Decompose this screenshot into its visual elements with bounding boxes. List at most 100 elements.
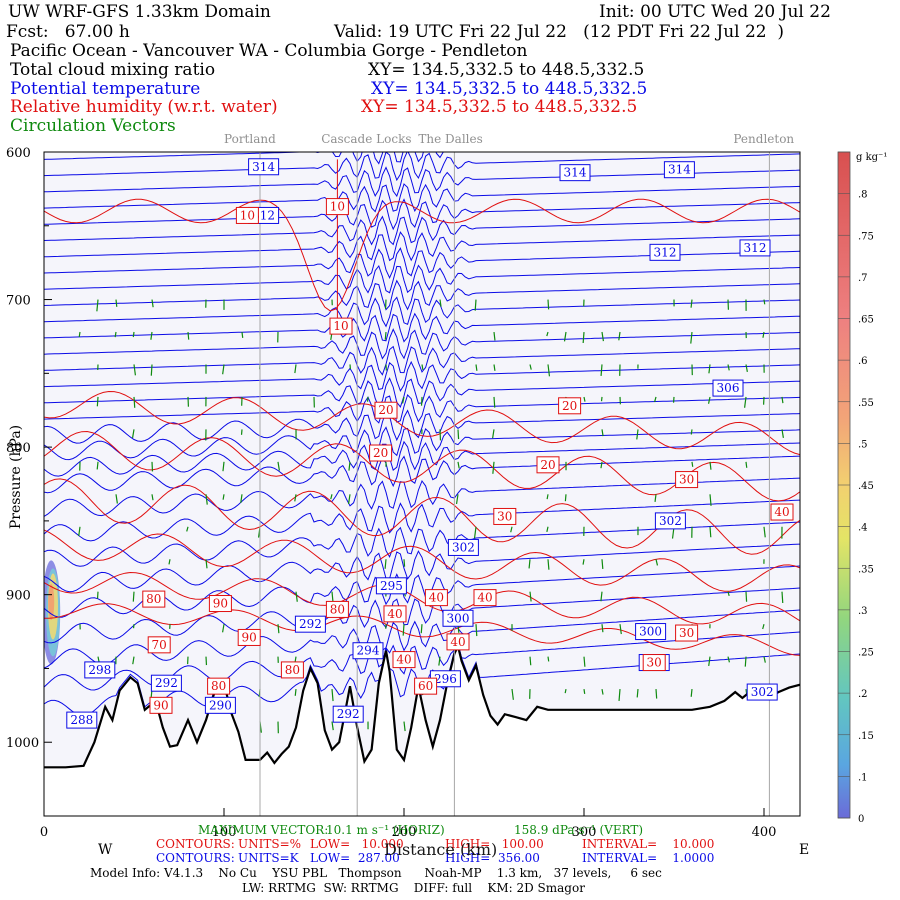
circulation-vector: [114, 331, 117, 338]
y-tick-label: 900: [6, 589, 31, 604]
theta-contour-label-box: [442, 609, 474, 627]
rh-contour-label-box: [473, 589, 497, 607]
rh-contour-label: 70: [152, 638, 167, 652]
circulation-vector: [763, 299, 766, 305]
circulation-vector: [601, 688, 604, 695]
rh-contour: [44, 571, 800, 625]
circulation-vector: [403, 721, 406, 732]
circulation-vector: [564, 688, 567, 694]
theta-contour-label: 294: [357, 644, 380, 658]
rh-contours-low: LOW= 10.000: [310, 837, 404, 851]
rh-contour-label: 60: [418, 679, 433, 693]
location-label-cascade-locks: Cascade Locks: [321, 132, 412, 146]
circulation-vector: [115, 494, 118, 504]
circulation-vector: [709, 461, 712, 470]
circulation-vector: [115, 299, 118, 307]
circulation-vector: [511, 689, 514, 700]
colorbar-label: .45: [858, 481, 874, 492]
rh-contour-label: 20: [562, 399, 577, 413]
cloud-patch-core: [48, 584, 55, 621]
circulation-vector: [547, 364, 551, 377]
circulation-vector: [295, 591, 298, 602]
circulation-vector: [547, 299, 550, 310]
circulation-vector: [600, 591, 603, 602]
circulation-vector: [421, 364, 424, 370]
theta-contour-label: 312: [654, 245, 677, 259]
circulation-vector: [205, 494, 208, 505]
circulation-vector: [654, 494, 657, 502]
circulation-vector: [601, 429, 604, 437]
rh-contour-label-box: [280, 661, 304, 679]
rh-contours-interval: INTERVAL= 10.000: [582, 837, 715, 851]
circulation-vector: [601, 624, 604, 633]
field-circulation-vectors: Circulation Vectors: [10, 116, 176, 136]
circulation-vector: [528, 559, 531, 569]
rh-contour-label: 10: [330, 200, 345, 214]
circulation-vector: [348, 461, 351, 471]
circulation-vector: [618, 689, 621, 701]
theta-isentrope: [44, 360, 800, 393]
circulation-vector: [583, 396, 586, 402]
circulation-vector: [384, 559, 387, 569]
model-info-physics: LW: RRTMG SW: RRTMG DIFF: full KM: 2D Sm…: [242, 881, 585, 895]
rh-contours-prefix: CONTOURS:: [156, 837, 235, 851]
circulation-vector: [133, 396, 136, 408]
rh-contour-label: 40: [774, 505, 789, 519]
max-vector-vert: 158.9 dPa s⁻¹ (VERT): [514, 823, 644, 837]
rh-contour-label-box: [493, 507, 517, 525]
theta-isentrope: [44, 543, 800, 593]
location-label-pendleton: Pendleton: [733, 132, 795, 146]
circulation-vector: [222, 364, 225, 375]
circulation-vector: [331, 721, 334, 731]
circulation-vector: [709, 494, 712, 506]
colorbar-label: .6: [858, 356, 868, 367]
terrain-fill: [44, 646, 800, 816]
circulation-vector: [402, 624, 405, 636]
circulation-vector: [583, 689, 586, 694]
rh-contour-label-box: [675, 471, 699, 489]
circulation-vector: [384, 331, 387, 340]
circulation-vector: [457, 429, 460, 440]
rh-contour-label-box: [208, 595, 232, 613]
rh-contour-label-box: [558, 397, 582, 415]
max-vector-label: MAXIMUM VECTOR:: [198, 823, 329, 837]
theta-isentrope: [44, 279, 800, 311]
theta-contour-label-box: [649, 243, 681, 261]
circulation-vector: [78, 331, 81, 338]
theta-contours-interval: INTERVAL= 1.0000: [582, 851, 715, 865]
circulation-vector: [186, 526, 189, 532]
circulation-vector: [96, 461, 99, 470]
theta-contours-high: HIGH= 356.00: [445, 851, 540, 865]
terrain-profile: [44, 643, 800, 769]
location-label-the-dalles: The Dalles: [418, 132, 483, 146]
circulation-vector: [439, 299, 442, 307]
y-tick-label: 1000: [6, 736, 39, 751]
circulation-vector: [493, 331, 496, 341]
circulation-vector: [636, 689, 639, 698]
theta-contour-label: 300: [639, 625, 662, 639]
circulation-vector: [131, 429, 135, 438]
rh-contour-label-box: [237, 628, 261, 646]
rh-contour-label-box: [329, 317, 353, 335]
circulation-vector: [762, 624, 765, 630]
circulation-vector: [438, 656, 441, 666]
theta-isentrope: [44, 426, 800, 461]
rh-contour-label: 90: [242, 630, 257, 644]
theta-isentrope: [44, 587, 800, 644]
circulation-vector: [547, 559, 550, 570]
circulation-vector: [707, 396, 711, 404]
x-tick-label: 0: [40, 825, 48, 840]
circulation-vector: [150, 364, 153, 376]
colorbar-label: .3: [858, 606, 868, 617]
circulation-vector: [745, 364, 748, 373]
theta-contour-label-box: [332, 705, 364, 723]
circulation-vector: [762, 331, 765, 338]
figure-title: UW WRF-GFS 1.33km Domain: [8, 2, 271, 22]
circulation-vector: [763, 526, 766, 538]
circulation-vector: [691, 461, 694, 467]
circulation-vector: [492, 461, 495, 474]
circulation-vector: [222, 494, 225, 500]
colorbar-label: .25: [858, 648, 874, 659]
theta-contour-label-box: [375, 577, 407, 595]
